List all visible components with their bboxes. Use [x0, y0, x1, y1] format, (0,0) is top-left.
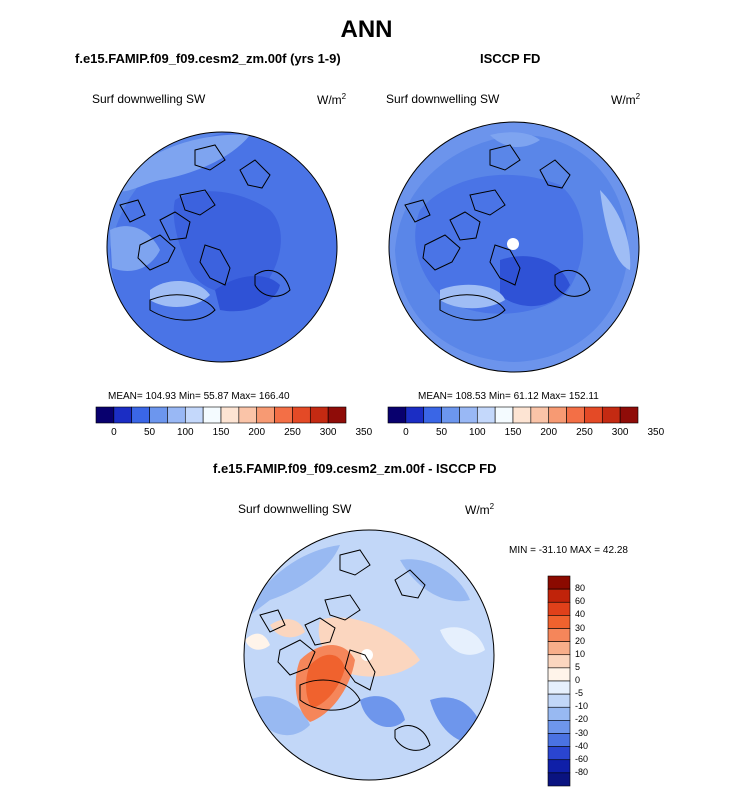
- colorbar-diff-color-8: [547, 680, 571, 695]
- colorbar-obs-tick-label: 350: [647, 427, 665, 438]
- colorbar-model-tick-label: 150: [212, 427, 230, 438]
- colorbar-model-tick-label: 0: [111, 427, 117, 438]
- colorbar-diff-tick-label: -40: [575, 740, 589, 751]
- colorbar-diff-tick-label: -5: [575, 688, 584, 699]
- colorbar-diff-color-1: [547, 588, 571, 603]
- colorbar-diff-color-11: [547, 720, 571, 734]
- colorbar-model-color-13: [327, 406, 347, 424]
- colorbar-diff-tick-label: 80: [575, 583, 586, 594]
- units-label-obs: W/m2: [611, 92, 641, 107]
- colorbar-diff-tick-label: -80: [575, 766, 589, 777]
- colorbar-diff-color-10: [547, 706, 571, 721]
- colorbar-diff-tick-label: 5: [575, 661, 581, 672]
- colorbar-obs-tick-label: 200: [540, 427, 558, 438]
- colorbar-diff-color-9: [547, 693, 571, 708]
- colorbar-diff-tick-label: -60: [575, 753, 589, 764]
- stats-obs: MEAN= 108.53 Min= 61.12 Max= 152.11: [418, 391, 599, 402]
- colorbar-diff: [547, 575, 571, 787]
- colorbar-model-tick-label: 100: [176, 427, 194, 438]
- colorbar-obs-color-13: [619, 406, 639, 424]
- colorbar-model-tick-label: 200: [248, 427, 266, 438]
- colorbar-diff-tick-label: 60: [575, 596, 586, 607]
- colorbar-diff-color-3: [547, 615, 571, 629]
- variable-label-obs: Surf downwelling SW: [386, 92, 500, 106]
- colorbar-diff-color-12: [547, 733, 571, 747]
- variable-label-model: Surf downwelling SW: [92, 92, 206, 106]
- units-label-model: W/m2: [317, 92, 347, 107]
- colorbar-diff-tick-label: 40: [575, 609, 586, 620]
- colorbar-diff-color-0: [547, 575, 571, 590]
- colorbar-diff-color-5: [547, 641, 571, 656]
- colorbar-obs-tick-label: 250: [576, 427, 593, 438]
- colorbar-model-tick-label: 350: [355, 427, 373, 438]
- panel-title-model: f.e15.FAMIP.f09_f09.cesm2_zm.00f (yrs 1-…: [75, 51, 341, 66]
- colorbar-obs-tick-label: 100: [468, 427, 486, 438]
- colorbar-diff-color-6: [547, 654, 571, 669]
- colorbar-diff-tick-label: -20: [575, 714, 589, 725]
- colorbar-diff-color-14: [547, 759, 571, 774]
- panel-title-obs: ISCCP FD: [480, 51, 541, 66]
- variable-label-diff: Surf downwelling SW: [238, 502, 352, 516]
- colorbar-diff-color-4: [547, 628, 571, 642]
- colorbar-obs-tick-label: 300: [611, 427, 629, 438]
- colorbar-diff-color-15: [547, 772, 571, 787]
- colorbar-model: [95, 406, 347, 424]
- colorbar-obs-tick-label: 0: [403, 427, 409, 438]
- colorbar-diff-tick-label: 30: [575, 622, 586, 633]
- colorbar-model-tick-label: 250: [284, 427, 301, 438]
- units-label-diff: W/m2: [465, 502, 495, 517]
- stats-model: MEAN= 104.93 Min= 55.87 Max= 166.40: [108, 391, 290, 402]
- colorbar-obs-tick-label: 150: [504, 427, 522, 438]
- colorbar-diff-color-7: [547, 667, 571, 682]
- colorbar-diff-color-2: [547, 601, 571, 616]
- colorbar-diff-tick-label: -10: [575, 701, 589, 712]
- colorbar-diff-tick-label: 0: [575, 675, 581, 685]
- colorbar-diff-color-13: [547, 746, 571, 761]
- colorbar-model-tick-label: 50: [144, 427, 156, 438]
- colorbar-diff-tick-label: 20: [575, 635, 586, 646]
- colorbar-diff-tick-label: 10: [575, 648, 586, 659]
- colorbar-obs: [387, 406, 639, 424]
- panel-title-diff: f.e15.FAMIP.f09_f09.cesm2_zm.00f - ISCCP…: [213, 461, 497, 476]
- colorbar-diff-tick-label: -30: [575, 727, 589, 738]
- stats-diff: MIN = -31.10 MAX = 42.28: [509, 545, 628, 556]
- colorbar-obs-tick-label: 50: [436, 427, 448, 438]
- colorbar-model-tick-label: 300: [319, 427, 337, 438]
- figure-title: ANN: [340, 16, 393, 43]
